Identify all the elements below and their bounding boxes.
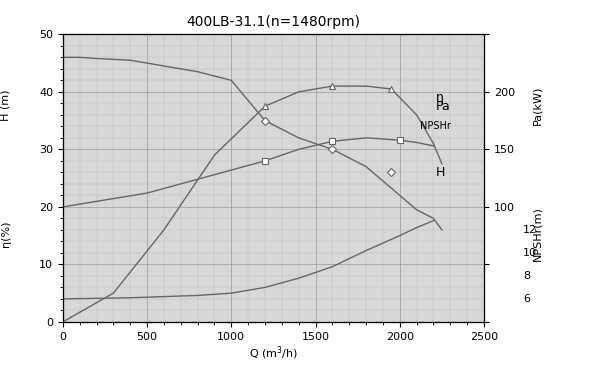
Text: 6: 6 [523, 294, 530, 304]
Text: Pa: Pa [436, 100, 451, 113]
Text: 12: 12 [523, 225, 537, 235]
Text: H: H [436, 166, 445, 179]
Text: 10: 10 [523, 248, 537, 258]
X-axis label: Q (m$^3$/h): Q (m$^3$/h) [249, 345, 298, 362]
Text: H (m): H (m) [1, 90, 11, 121]
Text: η(%): η(%) [1, 221, 11, 247]
Text: η: η [436, 91, 444, 104]
Title: 400LB-31.1(n=1480rpm): 400LB-31.1(n=1480rpm) [187, 15, 361, 29]
Text: NPSHr: NPSHr [420, 121, 451, 131]
Text: Pa(kW): Pa(kW) [532, 86, 542, 125]
Text: NPSHr(m): NPSHr(m) [532, 206, 542, 261]
Text: 8: 8 [523, 271, 530, 281]
